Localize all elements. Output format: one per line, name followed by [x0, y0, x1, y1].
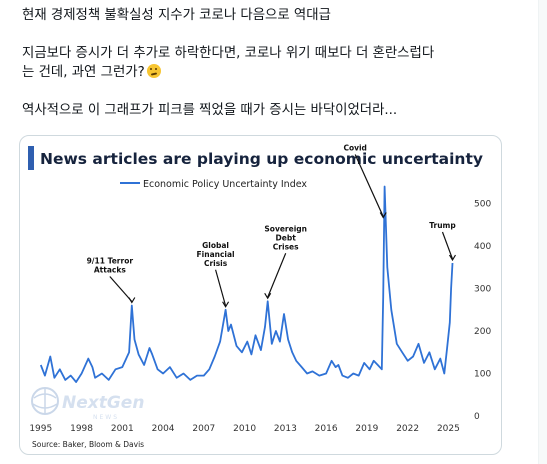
y-tick-label: 500	[474, 200, 491, 210]
y-tick-label: 400	[474, 242, 491, 252]
x-tick-label: 2019	[355, 424, 378, 434]
thinking-face-icon	[146, 64, 161, 78]
annotation-label: Global Financial Crisis	[197, 241, 235, 268]
annotation-label-line: Crises	[273, 242, 299, 251]
y-tick-label: 200	[474, 327, 491, 337]
x-tick-label: 1995	[29, 424, 52, 434]
annotation-label-line: Global	[202, 241, 229, 250]
x-tick-label: 1998	[70, 424, 93, 434]
annotation-arrowhead	[128, 297, 136, 304]
annotation-arrowhead	[448, 254, 457, 262]
uncertainty-chart: News articles are playing up economic un…	[28, 144, 491, 449]
page-scrollbar[interactable]	[538, 0, 547, 464]
annotation-label: Covid	[343, 144, 367, 153]
annotation-arrowhead	[379, 212, 387, 219]
post-text: 현재 경제정책 불확실성 지수가 코로나 다음으로 역대급 지금보다 증시가 더…	[22, 6, 527, 120]
watermark-globe-lines	[32, 388, 58, 414]
post-media-image[interactable]: News articles are playing up economic un…	[19, 135, 502, 455]
watermark-text: NextGen	[62, 393, 144, 413]
annotation-arrow	[215, 269, 227, 306]
x-tick-label: 2007	[192, 424, 215, 434]
legend-label: Economic Policy Uncertainty Index	[143, 179, 307, 190]
x-axis-ticks: 1995 1998 2001 2004 2007 2010 2013 2016 2019 2022…	[29, 424, 460, 434]
y-tick-label: 100	[474, 370, 491, 380]
x-tick-label: 2004	[152, 424, 175, 434]
annotation-label-line: 9/11 Terror	[87, 257, 134, 266]
watermark-logo: NextGen NEWS	[31, 387, 144, 421]
annotations-group: 9/11 Terror Attacks Global Financial Crisis S…	[87, 144, 457, 308]
post-line-2: 지금보다 증시가 더 추가로 하락한다면, 코로나 위기 때보다 더 혼란스럽다…	[22, 44, 527, 82]
y-tick-label: 0	[474, 412, 480, 422]
annotation-label: 9/11 Terror Attacks	[87, 257, 134, 275]
annotation-arrow	[109, 276, 133, 302]
chart-title: News articles are playing up economic un…	[40, 150, 483, 168]
y-axis-ticks: 0 100 200 300 400 500	[474, 200, 491, 423]
x-tick-label: 2001	[111, 424, 134, 434]
annotation-arrow	[267, 253, 287, 298]
annotation-label: Sovereign Debt Crises	[264, 224, 307, 251]
annotation-arrowhead	[222, 301, 230, 308]
annotation-label-line: Covid	[343, 144, 367, 153]
post-line-2-text: 지금보다 증시가 더 추가로 하락한다면, 코로나 위기 때보다 더 혼란스럽다…	[22, 46, 435, 80]
annotation-label: Trump	[429, 221, 456, 230]
y-tick-label: 300	[474, 285, 491, 295]
chart-source: Source: Baker, Bloom & Davis	[32, 440, 144, 449]
x-tick-label: 2010	[233, 424, 256, 434]
annotation-label-line: Debt	[276, 233, 297, 242]
title-accent-bar	[28, 146, 34, 170]
post-line-3: 역사적으로 이 그래프가 피크를 찍었을 때가 증시는 바닥이었더라...	[22, 103, 398, 118]
annotation-arrowhead	[264, 292, 272, 300]
watermark-subtext: NEWS	[93, 414, 119, 421]
annotation-arrow	[441, 231, 454, 260]
x-tick-label: 2025	[437, 424, 460, 434]
annotation-label-line: Attacks	[94, 266, 126, 275]
annotation-label-line: Crisis	[204, 259, 228, 268]
series-group	[39, 185, 454, 383]
annotation-label-line: Trump	[429, 221, 456, 230]
x-tick-label: 2013	[274, 424, 297, 434]
series-line	[39, 185, 454, 383]
post-line-1: 현재 경제정책 불확실성 지수가 코로나 다음으로 역대급	[22, 8, 331, 23]
annotation-arrow	[354, 154, 384, 217]
x-tick-label: 2022	[396, 424, 419, 434]
x-tick-label: 2016	[315, 424, 338, 434]
annotation-label-line: Financial	[197, 250, 235, 259]
annotation-label-line: Sovereign	[264, 224, 307, 233]
